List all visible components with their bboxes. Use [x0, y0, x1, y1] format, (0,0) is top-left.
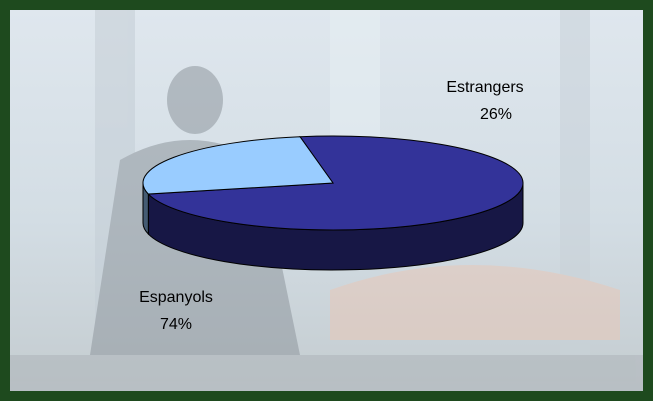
pie-slice: [147, 135, 524, 231]
slice-value-label: 26%: [480, 106, 512, 123]
slice-label: Estrangers: [446, 79, 523, 96]
slice-value-label: 74%: [160, 316, 192, 333]
pie-slice: [142, 136, 334, 195]
slice-label: Espanyols: [139, 289, 213, 306]
